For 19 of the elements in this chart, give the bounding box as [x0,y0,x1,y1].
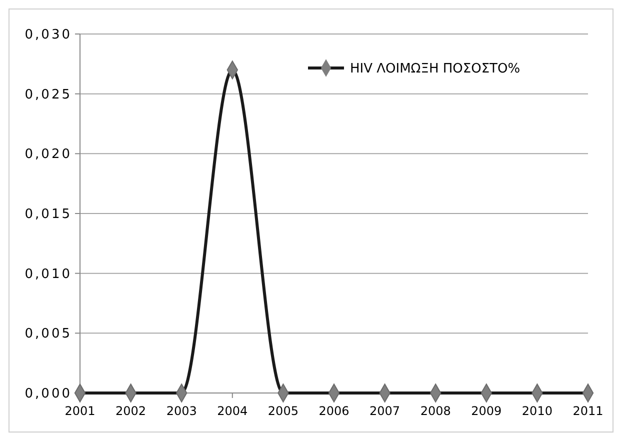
x-tick-label: 2005 [268,404,298,418]
x-tick-label: 2009 [471,404,502,418]
y-tick-label: 0,005 [24,326,72,342]
y-tick-label: 0,015 [24,207,72,222]
x-tick-label: 2007 [370,404,400,418]
y-tick-label: 0,010 [24,266,72,282]
x-tick-label: 2006 [318,404,350,418]
x-tick-label: 2001 [64,404,96,418]
x-tick-label: 2008 [420,404,451,418]
x-tick-label: 2002 [116,404,146,418]
x-tick-label: 2004 [217,404,248,418]
y-tick-label: 0,025 [24,87,72,102]
x-tick-label: 2003 [166,404,197,418]
y-tick-label: 0,000 [24,386,72,402]
legend-label: HIV ΛΟΙΜΩΞΗ ΠΟΣΟΣΤΟ% [350,62,520,77]
y-tick-label: 0,030 [24,28,72,43]
y-tick-label: 0,020 [24,147,72,162]
x-tick-label: 2010 [522,404,552,418]
x-tick-label: 2011 [572,404,604,418]
